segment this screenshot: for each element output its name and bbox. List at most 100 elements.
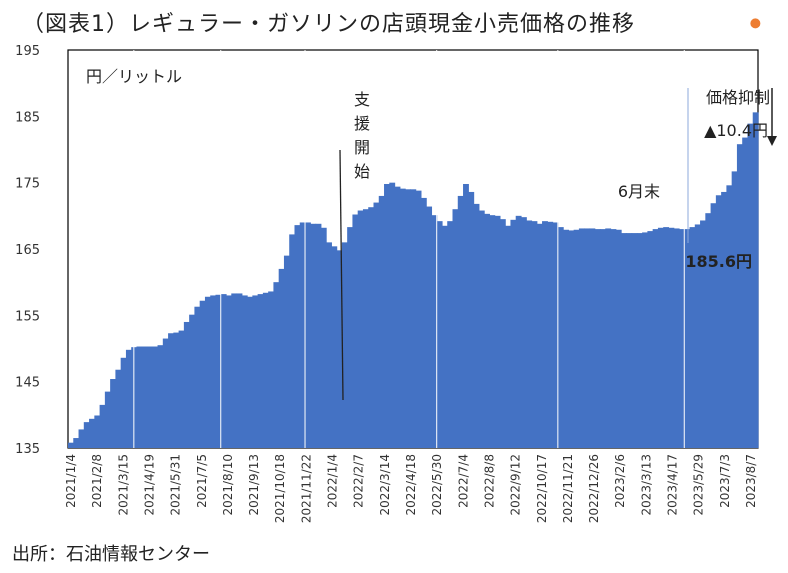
- bar: [157, 345, 164, 448]
- source-note: 出所：石油情報センター: [12, 544, 210, 565]
- x-tick-label: 2021/9/13: [247, 454, 261, 516]
- bar: [463, 183, 469, 448]
- bar: [273, 282, 280, 448]
- x-tick-label: 2022/3/14: [378, 454, 392, 516]
- bar: [726, 185, 733, 448]
- bar: [405, 189, 411, 449]
- bar: [99, 404, 106, 448]
- bar: [73, 438, 80, 448]
- bar: [194, 306, 201, 448]
- y-tick-label: 135: [15, 442, 40, 457]
- bar: [394, 186, 401, 448]
- bar: [542, 221, 548, 448]
- x-tick-label: 2021/1/4: [64, 454, 78, 508]
- bar: [410, 189, 417, 449]
- bar: [278, 268, 285, 448]
- bar: [215, 294, 222, 448]
- bar: [505, 225, 512, 448]
- x-tick-label: 2022/1/4: [326, 454, 340, 508]
- bar: [83, 422, 90, 448]
- bar: [494, 215, 501, 448]
- bar: [520, 217, 527, 448]
- bar: [441, 225, 448, 448]
- bar: [120, 357, 127, 448]
- bar: [599, 229, 606, 448]
- bar: [415, 190, 422, 449]
- bar: [673, 228, 680, 448]
- bar: [552, 222, 559, 448]
- bar: [168, 333, 174, 448]
- support-start-label: 開: [354, 138, 370, 157]
- bar: [468, 191, 475, 448]
- x-tick-label: 2021/5/31: [169, 454, 183, 516]
- x-tick-label: 2022/7/4: [456, 454, 470, 508]
- bar: [399, 188, 406, 449]
- x-tick-label: 2022/2/7: [352, 454, 366, 508]
- bar: [147, 346, 153, 448]
- bar: [247, 296, 253, 448]
- x-tick-label: 2022/12/26: [587, 454, 601, 523]
- bar: [647, 231, 654, 448]
- bar: [684, 229, 691, 448]
- bar: [563, 229, 569, 448]
- bar: [689, 227, 696, 448]
- bar: [152, 346, 159, 448]
- bar: [226, 295, 232, 448]
- suppression-arrow-head: [767, 136, 777, 146]
- bar: [257, 294, 264, 448]
- bar: [678, 229, 685, 448]
- bar: [283, 255, 290, 448]
- bar: [531, 221, 538, 448]
- bar: [289, 234, 296, 448]
- x-tick-label: 2023/5/29: [692, 454, 706, 516]
- bar: [268, 291, 275, 448]
- bar: [252, 295, 259, 448]
- y-tick-label: 165: [15, 243, 40, 258]
- bar: [210, 295, 217, 448]
- bar: [125, 349, 132, 448]
- bar: [721, 191, 727, 448]
- bar: [384, 183, 390, 448]
- bar: [89, 418, 95, 448]
- support-start-label: 支: [354, 90, 370, 109]
- bar: [183, 321, 190, 448]
- bar: [705, 213, 712, 448]
- bar: [526, 220, 533, 448]
- bar: [94, 415, 101, 448]
- chart-title: （図表1）レギュラー・ガソリンの店頭現金小売価格の推移: [22, 12, 635, 37]
- bar: [189, 314, 196, 448]
- x-tick-label: 2023/4/17: [666, 454, 680, 516]
- bar: [220, 294, 227, 448]
- bar: [478, 210, 485, 448]
- x-tick-label: 2022/9/12: [509, 454, 523, 516]
- bar: [515, 215, 522, 448]
- bar: [663, 227, 670, 448]
- bar: [578, 228, 585, 448]
- bar: [389, 182, 396, 448]
- bar: [547, 221, 554, 448]
- bar: [115, 369, 122, 448]
- x-tick-label: 2022/10/17: [535, 454, 549, 523]
- y-tick-label: 155: [15, 309, 40, 324]
- bar: [341, 242, 348, 448]
- y-tick-label: 195: [15, 44, 40, 59]
- bar: [362, 209, 369, 448]
- bar: [347, 227, 354, 448]
- june-end-label: 6月末: [618, 182, 660, 201]
- bar: [68, 442, 74, 448]
- bar: [426, 206, 433, 448]
- bar: [484, 213, 490, 448]
- y-axis-label: 円／リットル: [86, 67, 182, 86]
- bar: [104, 391, 111, 448]
- bar: [710, 203, 717, 448]
- price-suppression-label: 価格抑制: [706, 88, 770, 107]
- bar: [621, 233, 627, 448]
- bar: [557, 227, 564, 448]
- suppression-amount-label: ▲10.4円: [704, 121, 768, 140]
- bar: [320, 227, 327, 448]
- y-tick-label: 145: [15, 376, 40, 391]
- bar: [378, 195, 385, 448]
- x-tick-label: 2021/10/18: [273, 454, 287, 523]
- bar: [241, 295, 248, 448]
